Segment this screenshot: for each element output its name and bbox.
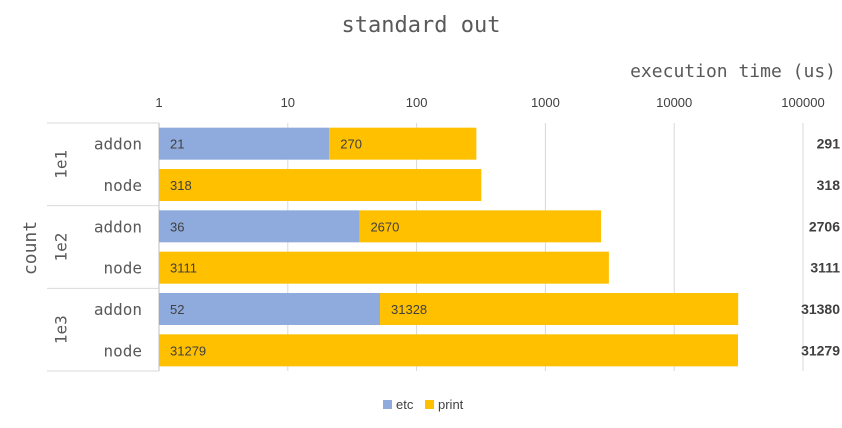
data-label-print: 31328 — [391, 302, 427, 317]
x-axis-title: execution time (us) — [630, 61, 836, 82]
bar-print — [159, 334, 738, 367]
total-label: 318 — [817, 177, 841, 193]
x-tick-labels: 1 10 100 1000 10000 100000 — [155, 95, 824, 110]
data-label-etc: 36 — [170, 219, 184, 234]
legend-swatch-print — [425, 400, 434, 409]
bar-print — [159, 169, 482, 201]
total-label: 31380 — [801, 301, 840, 317]
y-axis-title: count — [20, 221, 41, 275]
bar-etc — [159, 127, 330, 160]
bar-print — [359, 210, 602, 243]
x-tick-label: 1000 — [531, 95, 560, 110]
group-label: 1e3 — [52, 315, 71, 344]
data-label-print: 2670 — [370, 219, 399, 234]
group-label: 1e1 — [52, 150, 71, 179]
bar-etc — [159, 293, 381, 325]
total-label: 3111 — [810, 260, 840, 276]
bar-print — [380, 293, 739, 325]
bars: 21 270 318 36 2670 3111 52 31328 31279 — [159, 127, 739, 367]
x-tick-label: 1 — [155, 95, 162, 110]
bar-etc — [159, 210, 360, 243]
total-labels: 291 318 2706 3111 31380 31279 — [801, 136, 840, 359]
gridlines — [158, 123, 804, 371]
row-label: addon — [94, 217, 142, 236]
legend: etc print — [383, 397, 464, 412]
data-label-print: 3111 — [170, 261, 197, 276]
data-label-etc: 52 — [170, 302, 184, 317]
data-label-print: 31279 — [170, 343, 206, 358]
total-label: 291 — [817, 136, 841, 152]
x-tick-label: 100000 — [781, 95, 824, 110]
category-axis: 1e1 addon node 1e2 addon node 1e3 addon node — [47, 122, 159, 372]
bar-print — [329, 127, 477, 160]
data-label-print: 270 — [340, 137, 362, 152]
row-label: node — [103, 259, 142, 278]
group-label: 1e2 — [52, 233, 71, 262]
row-label: addon — [94, 300, 142, 319]
x-tick-label: 10000 — [656, 95, 692, 110]
legend-label-print: print — [438, 397, 464, 412]
x-tick-label: 10 — [281, 95, 295, 110]
row-label: addon — [94, 135, 142, 154]
x-tick-label: 100 — [406, 95, 428, 110]
row-label: node — [103, 176, 142, 195]
legend-label-etc: etc — [396, 397, 414, 412]
legend-swatch-etc — [383, 400, 392, 409]
row-label: node — [103, 341, 142, 360]
data-label-etc: 21 — [170, 137, 184, 152]
total-label: 2706 — [809, 218, 840, 234]
chart-title: standard out — [342, 13, 501, 38]
bar-print — [159, 251, 609, 284]
total-label: 31279 — [801, 342, 840, 358]
data-label-print: 318 — [170, 178, 192, 193]
